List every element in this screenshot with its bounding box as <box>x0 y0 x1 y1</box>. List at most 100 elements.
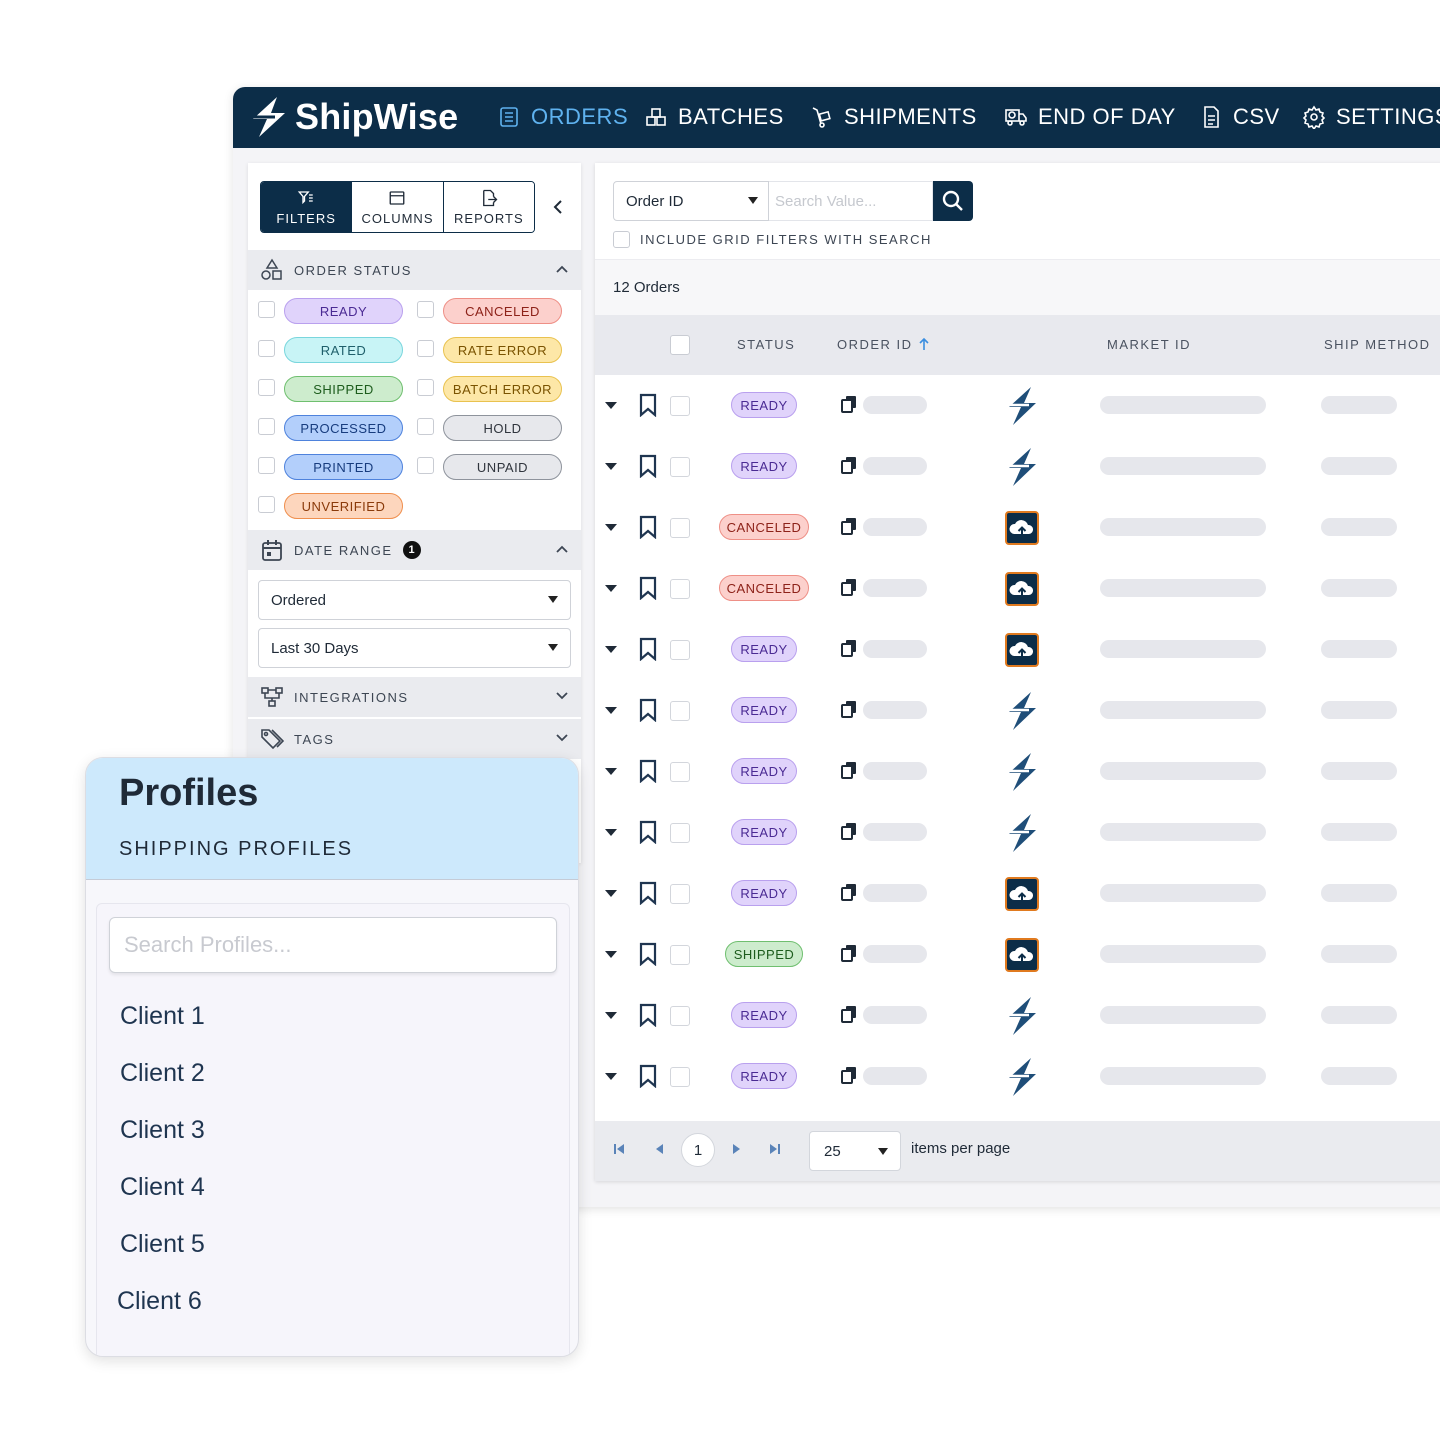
row-checkbox[interactable] <box>670 396 690 416</box>
expand-row-icon[interactable] <box>605 1073 617 1080</box>
order-status-header[interactable]: ORDER STATUS <box>248 250 581 290</box>
table-row[interactable]: CANCELED <box>595 497 1440 558</box>
shipped-status-pill[interactable]: SHIPPED <box>284 376 403 402</box>
bookmark-icon[interactable] <box>639 820 657 849</box>
copy-icon[interactable] <box>841 761 857 784</box>
table-row[interactable]: READY <box>595 985 1440 1046</box>
table-row[interactable]: READY <box>595 436 1440 497</box>
copy-icon[interactable] <box>841 1005 857 1028</box>
collapse-sidebar-button[interactable] <box>546 195 570 219</box>
expand-row-icon[interactable] <box>605 1012 617 1019</box>
shipwise-logo[interactable]: ShipWise <box>249 95 458 139</box>
unpaid-status-pill[interactable]: UNPAID <box>443 454 562 480</box>
row-checkbox[interactable] <box>670 762 690 782</box>
row-checkbox[interactable] <box>670 823 690 843</box>
bookmark-icon[interactable] <box>639 1064 657 1093</box>
nav-batches[interactable]: BATCHES <box>644 101 784 133</box>
nav-orders[interactable]: ORDERS <box>497 101 628 133</box>
date-range-header[interactable]: DATE RANGE 1 <box>248 530 581 570</box>
bookmark-icon[interactable] <box>639 759 657 788</box>
last-page-icon[interactable] <box>769 1143 781 1155</box>
row-checkbox[interactable] <box>670 1067 690 1087</box>
table-row[interactable]: READY <box>595 741 1440 802</box>
first-page-icon[interactable] <box>613 1143 625 1155</box>
copy-icon[interactable] <box>841 517 857 540</box>
col-header-order-id[interactable]: ORDER ID <box>837 337 913 352</box>
copy-icon[interactable] <box>841 456 857 479</box>
expand-row-icon[interactable] <box>605 524 617 531</box>
search-field-select[interactable]: Order ID <box>613 181 769 221</box>
rate-error-status-pill[interactable]: RATE ERROR <box>443 337 562 363</box>
profile-list-item[interactable]: Client 6 <box>117 1287 202 1315</box>
current-page[interactable]: 1 <box>681 1133 715 1167</box>
printed-checkbox[interactable] <box>258 457 275 474</box>
expand-row-icon[interactable] <box>605 890 617 897</box>
bookmark-icon[interactable] <box>639 698 657 727</box>
tab-columns[interactable]: COLUMNS <box>352 182 444 232</box>
profile-list-item[interactable]: Client 2 <box>120 1059 205 1087</box>
sort-ascending-icon[interactable] <box>919 337 929 351</box>
rated-status-pill[interactable]: RATED <box>284 337 403 363</box>
processed-checkbox[interactable] <box>258 418 275 435</box>
next-page-icon[interactable] <box>731 1143 743 1155</box>
integrations-header[interactable]: INTEGRATIONS <box>248 677 581 717</box>
printed-status-pill[interactable]: PRINTED <box>284 454 403 480</box>
expand-row-icon[interactable] <box>605 707 617 714</box>
row-checkbox[interactable] <box>670 701 690 721</box>
expand-row-icon[interactable] <box>605 585 617 592</box>
tab-reports[interactable]: REPORTS <box>443 182 534 232</box>
copy-icon[interactable] <box>841 395 857 418</box>
profile-list-item[interactable]: Client 3 <box>120 1116 205 1144</box>
copy-icon[interactable] <box>841 822 857 845</box>
table-row[interactable]: READY <box>595 863 1440 924</box>
ready-status-pill[interactable]: READY <box>284 298 403 324</box>
hold-checkbox[interactable] <box>417 418 434 435</box>
expand-row-icon[interactable] <box>605 829 617 836</box>
table-row[interactable]: CANCELED <box>595 558 1440 619</box>
row-checkbox[interactable] <box>670 518 690 538</box>
col-header-status[interactable]: STATUS <box>737 337 796 352</box>
previous-page-icon[interactable] <box>653 1143 665 1155</box>
bookmark-icon[interactable] <box>639 942 657 971</box>
row-checkbox[interactable] <box>670 640 690 660</box>
nav-settings[interactable]: SETTINGS <box>1302 101 1440 133</box>
col-header-market-id[interactable]: MARKET ID <box>1107 337 1192 352</box>
batch-error-checkbox[interactable] <box>417 379 434 396</box>
row-checkbox[interactable] <box>670 1006 690 1026</box>
rated-checkbox[interactable] <box>258 340 275 357</box>
copy-icon[interactable] <box>841 883 857 906</box>
hold-status-pill[interactable]: HOLD <box>443 415 562 441</box>
copy-icon[interactable] <box>841 700 857 723</box>
copy-icon[interactable] <box>841 578 857 601</box>
bookmark-icon[interactable] <box>639 515 657 544</box>
unverified-status-pill[interactable]: UNVERIFIED <box>284 493 403 519</box>
expand-row-icon[interactable] <box>605 463 617 470</box>
rate-error-checkbox[interactable] <box>417 340 434 357</box>
tags-header[interactable]: TAGS <box>248 719 581 759</box>
row-checkbox[interactable] <box>670 579 690 599</box>
include-grid-filters-checkbox[interactable] <box>613 231 630 248</box>
bookmark-icon[interactable] <box>639 637 657 666</box>
profile-list-item[interactable]: Client 4 <box>120 1173 205 1201</box>
copy-icon[interactable] <box>841 944 857 967</box>
profile-list-item[interactable]: Client 1 <box>120 1002 205 1030</box>
select-all-checkbox[interactable] <box>670 335 690 355</box>
bookmark-icon[interactable] <box>639 454 657 483</box>
search-input[interactable]: Search Value... <box>769 181 933 221</box>
copy-icon[interactable] <box>841 1066 857 1089</box>
table-row[interactable]: READY <box>595 1046 1440 1107</box>
table-row[interactable]: READY <box>595 680 1440 741</box>
date-range-select[interactable]: Last 30 Days <box>258 628 571 668</box>
bookmark-icon[interactable] <box>639 881 657 910</box>
row-checkbox[interactable] <box>670 945 690 965</box>
processed-status-pill[interactable]: PROCESSED <box>284 415 403 441</box>
table-row[interactable]: READY <box>595 802 1440 863</box>
shipped-checkbox[interactable] <box>258 379 275 396</box>
col-header-ship-method[interactable]: SHIP METHOD <box>1324 337 1431 352</box>
bookmark-icon[interactable] <box>639 1003 657 1032</box>
nav-shipments[interactable]: SHIPMENTS <box>810 101 977 133</box>
nav-end-of-day[interactable]: END OF DAY <box>1004 101 1176 133</box>
batch-error-status-pill[interactable]: BATCH ERROR <box>443 376 562 402</box>
unpaid-checkbox[interactable] <box>417 457 434 474</box>
nav-csv[interactable]: CSV <box>1199 101 1280 133</box>
